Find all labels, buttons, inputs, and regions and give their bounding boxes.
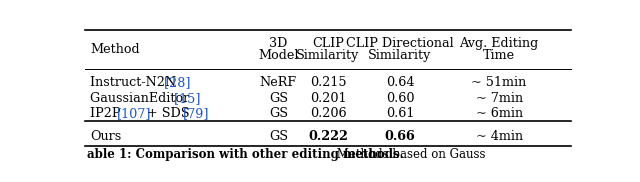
Text: GS: GS	[269, 107, 288, 120]
Text: ~ 4min: ~ 4min	[476, 130, 523, 143]
Text: ~ 51min: ~ 51min	[472, 76, 527, 89]
Text: Method: Method	[90, 43, 140, 56]
Text: GS: GS	[269, 130, 288, 143]
Text: 0.61: 0.61	[386, 107, 414, 120]
Text: Similarity: Similarity	[296, 49, 360, 62]
Text: CLIP Directional: CLIP Directional	[346, 37, 454, 50]
Text: [15]: [15]	[170, 92, 200, 105]
Text: 0.60: 0.60	[386, 92, 414, 105]
Text: 0.66: 0.66	[385, 130, 415, 143]
Text: [107]: [107]	[116, 107, 151, 120]
Text: Ours: Ours	[90, 130, 121, 143]
Text: 0.206: 0.206	[310, 107, 346, 120]
Text: 0.222: 0.222	[308, 130, 348, 143]
Text: Model: Model	[258, 49, 299, 62]
Text: [28]: [28]	[160, 76, 190, 89]
Text: 0.215: 0.215	[310, 76, 346, 89]
Text: 0.201: 0.201	[310, 92, 346, 105]
Text: ~ 7min: ~ 7min	[476, 92, 523, 105]
Text: + SDS: + SDS	[143, 107, 194, 120]
Text: ~ 6min: ~ 6min	[476, 107, 523, 120]
Text: NeRF: NeRF	[260, 76, 297, 89]
Text: Avg. Editing: Avg. Editing	[460, 37, 539, 50]
Text: Methods based on Gauss: Methods based on Gauss	[333, 148, 485, 161]
Text: GaussianEditor: GaussianEditor	[90, 92, 193, 105]
Text: [79]: [79]	[182, 107, 209, 120]
Text: able 1: Comparison with other editing methods.: able 1: Comparison with other editing me…	[88, 148, 404, 161]
Text: Time: Time	[483, 49, 515, 62]
Text: IP2P: IP2P	[90, 107, 124, 120]
Text: Instruct-N2N: Instruct-N2N	[90, 76, 180, 89]
Text: 0.64: 0.64	[386, 76, 414, 89]
Text: CLIP: CLIP	[312, 37, 344, 50]
Text: 3D: 3D	[269, 37, 287, 50]
Text: Similarity: Similarity	[368, 49, 431, 62]
Text: GS: GS	[269, 92, 288, 105]
